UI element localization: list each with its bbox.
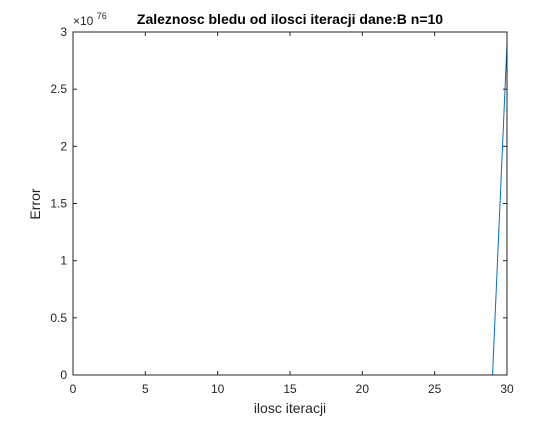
y-axis-multiplier-exponent: 76 — [97, 11, 107, 21]
y-axis-label: Error — [27, 188, 43, 219]
y-tick-label: 2 — [60, 139, 67, 153]
x-tick-label: 20 — [356, 382, 370, 396]
plot-background — [73, 32, 507, 375]
x-tick-label: 15 — [283, 382, 297, 396]
y-tick-label: 0 — [60, 368, 67, 382]
x-tick-label: 5 — [142, 382, 149, 396]
y-tick-label: 1.5 — [50, 197, 67, 211]
x-tick-label: 0 — [70, 382, 77, 396]
y-tick-label: 2.5 — [50, 82, 67, 96]
x-tick-label: 10 — [211, 382, 225, 396]
x-tick-label: 30 — [500, 382, 514, 396]
x-tick-label: 25 — [428, 382, 442, 396]
y-ticks: 0 0.5 1 1.5 2 2.5 3 — [50, 25, 507, 382]
x-axis-label: ilosc iteracji — [254, 400, 326, 416]
y-tick-label: 0.5 — [50, 311, 67, 325]
chart-title: Zaleznosc bledu od ilosci iteracji dane:… — [137, 11, 443, 27]
y-axis-multiplier-base: ×10 — [73, 14, 94, 28]
x-ticks: 0 5 10 15 20 25 30 — [70, 32, 514, 396]
y-tick-label: 1 — [60, 254, 67, 268]
plot-area — [73, 32, 507, 375]
y-axis-multiplier: ×10 76 — [73, 11, 107, 28]
y-tick-label: 3 — [60, 25, 67, 39]
